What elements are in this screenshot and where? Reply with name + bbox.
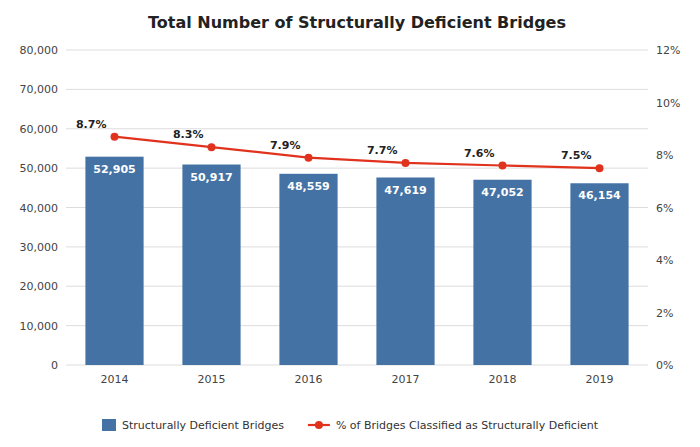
line-label: 7.9%: [270, 139, 301, 152]
y-tick-label: 10,000: [20, 320, 59, 333]
grid-line: [66, 207, 648, 208]
legend-label: % of Bridges Classified as Structurally …: [336, 419, 599, 432]
bar: [279, 174, 337, 365]
line-label: 7.7%: [367, 144, 398, 157]
bar: [473, 180, 531, 365]
x-tick-label: 2014: [101, 373, 129, 386]
y-tick-label: 70,000: [20, 83, 59, 96]
bar: [182, 165, 240, 365]
x-tick-label: 2015: [198, 373, 226, 386]
line-label: 8.7%: [76, 118, 107, 131]
legend: Structurally Deficient Bridges % of Bridg…: [102, 419, 599, 432]
y-tick-label: 0: [51, 359, 58, 372]
legend-item: Structurally Deficient Bridges: [102, 419, 284, 432]
y-tick-label: 50,000: [20, 162, 59, 175]
legend-item: % of Bridges Classified as Structurally …: [308, 419, 599, 432]
marks: [85, 133, 628, 365]
y2-tick-label: 0%: [656, 359, 673, 372]
y2-tick-label: 4%: [656, 254, 673, 267]
bar: [85, 157, 143, 365]
grid-line: [66, 365, 648, 366]
grid: [66, 50, 648, 365]
bar: [570, 183, 628, 365]
bar-label: 48,559: [287, 180, 329, 193]
line-marker: [596, 164, 604, 172]
line: [115, 137, 600, 169]
data-labels: 52,905 50,917 48,559 47,619 47,052 46,154 8.7%…: [76, 118, 621, 203]
y-tick-label: 60,000: [20, 123, 59, 136]
grid-line: [66, 50, 648, 51]
grid-line: [66, 89, 648, 90]
y-tick-label: 40,000: [20, 202, 59, 215]
y-tick-label: 30,000: [20, 241, 59, 254]
bar-label: 47,619: [384, 184, 426, 197]
line-marker: [402, 159, 410, 167]
bar-label: 50,917: [190, 171, 232, 184]
title: Total Number of Structurally Deficient B…: [148, 13, 566, 32]
y-tick-label: 80,000: [20, 44, 59, 57]
line-marker: [499, 162, 507, 170]
y2-tick-label: 2%: [656, 307, 673, 320]
legend-label: Structurally Deficient Bridges: [122, 419, 284, 432]
line-label: 8.3%: [173, 128, 204, 141]
line-label: 7.5%: [561, 149, 592, 162]
bar: [376, 178, 434, 365]
y2-tick-label: 6%: [656, 202, 673, 215]
chart-container: Total Number of Structurally Deficient B…: [0, 0, 700, 447]
bar-label: 47,052: [481, 186, 523, 199]
bar-label: 46,154: [578, 189, 621, 202]
line-marker: [305, 154, 313, 162]
legend-swatch: [102, 419, 116, 431]
y2-tick-label: 12%: [656, 44, 680, 57]
chart-svg: Total Number of Structurally Deficient B…: [0, 0, 700, 447]
x-tick-label: 2019: [586, 373, 614, 386]
line-label: 7.6%: [464, 147, 495, 160]
x-tick-label: 2016: [295, 373, 323, 386]
grid-line: [66, 325, 648, 326]
y2-tick-label: 10%: [656, 97, 680, 110]
legend-marker: [315, 421, 323, 429]
x-tick-label: 2018: [489, 373, 517, 386]
bar-label: 52,905: [93, 163, 135, 176]
x-tick-label: 2017: [392, 373, 420, 386]
grid-line: [66, 286, 648, 287]
grid-line: [66, 128, 648, 129]
grid-line: [66, 246, 648, 247]
line-marker: [208, 143, 216, 151]
y-tick-label: 20,000: [20, 280, 59, 293]
y2-tick-label: 8%: [656, 149, 673, 162]
line-marker: [111, 133, 119, 141]
